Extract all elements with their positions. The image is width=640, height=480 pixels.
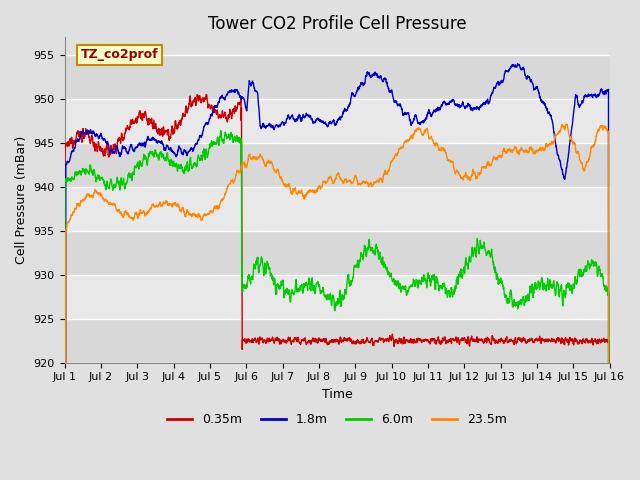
Bar (65, 143, 609, 187)
Bar (65, 99, 609, 143)
Title: Tower CO2 Profile Cell Pressure: Tower CO2 Profile Cell Pressure (208, 15, 467, 33)
Text: TZ_co2prof: TZ_co2prof (81, 48, 159, 61)
Legend: 0.35m, 1.8m, 6.0m, 23.5m: 0.35m, 1.8m, 6.0m, 23.5m (162, 408, 512, 431)
Bar (65, 55, 609, 99)
X-axis label: Time: Time (322, 388, 353, 401)
Bar (65, 187, 609, 231)
Y-axis label: Cell Pressure (mBar): Cell Pressure (mBar) (15, 136, 28, 264)
Bar (65, 319, 609, 362)
Bar (65, 231, 609, 275)
Bar (65, 275, 609, 319)
